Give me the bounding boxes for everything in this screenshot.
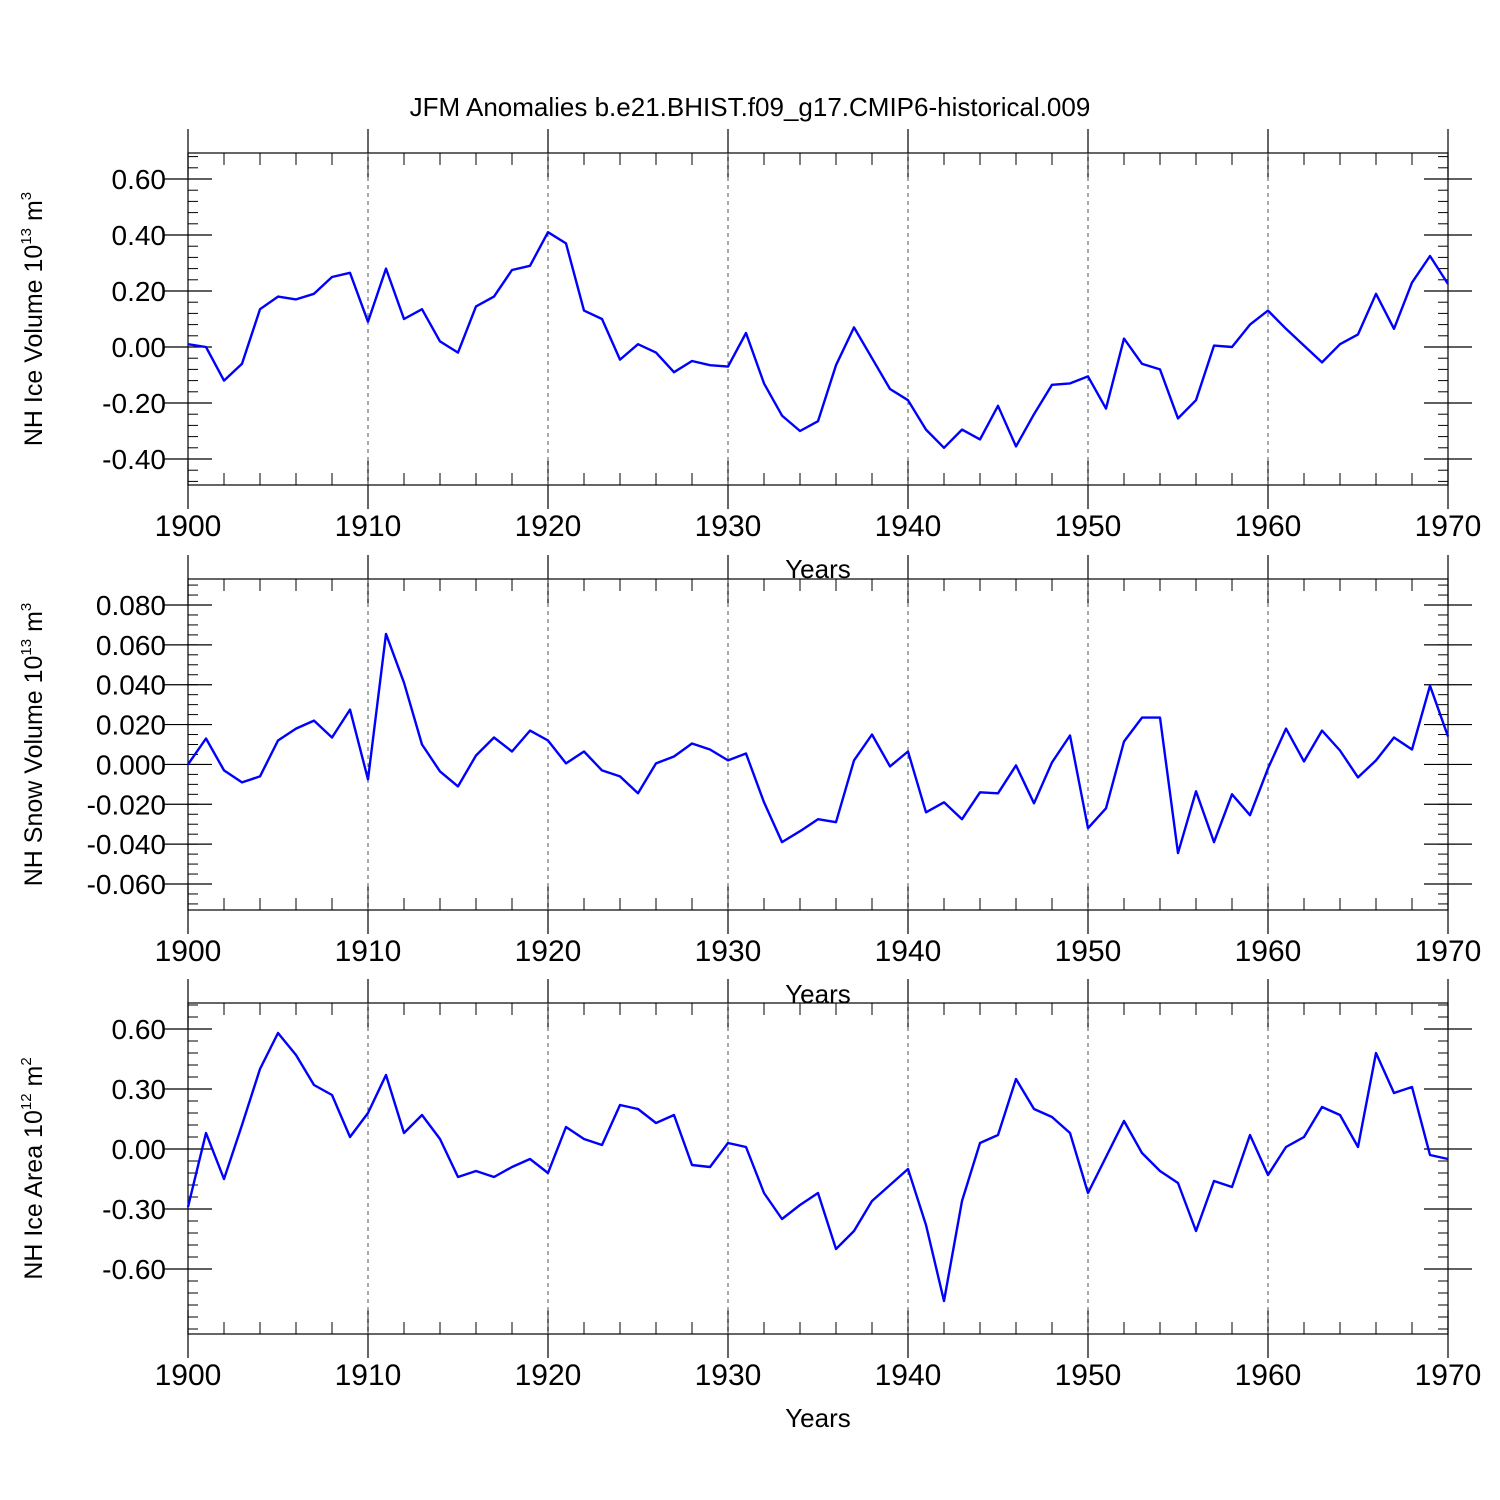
y-tick-label: 0.40 <box>112 220 167 251</box>
x-tick-label: 1960 <box>1235 1359 1302 1392</box>
x-axis-label: Years <box>785 979 851 1009</box>
plot-frame <box>187 1002 1449 1335</box>
panel-snow-volume: -0.060 -0.040 -0.020 0.000 0.020 0.040 0.060 0.… <box>18 555 1481 1009</box>
x-tick-label: 1910 <box>335 510 402 543</box>
x-tick-label: 1900 <box>155 1359 222 1392</box>
plot-frame <box>187 152 1449 486</box>
x-tick-label: 1970 <box>1415 510 1482 543</box>
y-tick-label: -0.40 <box>102 444 166 475</box>
series-line <box>186 1031 1449 1303</box>
y-tick-label: 0.60 <box>112 164 167 195</box>
x-tick-label: 1900 <box>155 510 222 543</box>
y-tick-label: 0.080 <box>96 590 166 621</box>
x-tick-label: 1920 <box>515 510 582 543</box>
x-tick-label: 1930 <box>695 510 762 543</box>
x-tick-label: 1940 <box>875 510 942 543</box>
x-tick-label: 1930 <box>695 935 762 968</box>
plot-frame <box>187 578 1449 911</box>
y-tick-label: -0.020 <box>87 789 166 820</box>
series-line <box>187 230 1450 449</box>
y-tick-label: 0.060 <box>96 630 166 661</box>
x-tick-label: 1970 <box>1415 1359 1482 1392</box>
series-line <box>187 632 1450 855</box>
x-tick-label: 1950 <box>1055 1359 1122 1392</box>
x-tick-label: 1930 <box>695 1359 762 1392</box>
y-tick-label: -0.60 <box>102 1254 166 1285</box>
x-tick-label: 1920 <box>515 935 582 968</box>
y-axis-label: NH Ice Area 1012 m2 <box>18 1057 48 1279</box>
y-tick-label: 0.60 <box>112 1014 167 1045</box>
y-axis-label: NH Snow Volume 1013 m3 <box>18 603 48 887</box>
x-tick-label: 1960 <box>1235 935 1302 968</box>
y-tick-label: 0.30 <box>112 1074 167 1105</box>
y-tick-label: -0.060 <box>87 869 166 900</box>
x-tick-label: 1900 <box>155 935 222 968</box>
y-tick-label: -0.30 <box>102 1194 166 1225</box>
y-tick-label: 0.000 <box>96 749 166 780</box>
x-tick-label: 1940 <box>875 935 942 968</box>
x-tick-label: 1940 <box>875 1359 942 1392</box>
y-tick-label: 0.20 <box>112 276 167 307</box>
y-axis-label: NH Ice Volume 1013 m3 <box>18 192 48 446</box>
y-tick-label: 0.00 <box>112 332 167 363</box>
y-tick-label: 0.040 <box>96 670 166 701</box>
x-tick-label: 1910 <box>335 935 402 968</box>
x-tick-label: 1950 <box>1055 510 1122 543</box>
x-tick-label: 1950 <box>1055 935 1122 968</box>
panel-ice-volume: -0.40 -0.20 0.00 0.20 0.40 0.60 1900 1910 1920 19… <box>18 129 1481 584</box>
panel-ice-area: -0.60 -0.30 0.00 0.30 0.60 1900 1910 1920 1930 19… <box>18 979 1481 1433</box>
y-tick-label: -0.20 <box>102 388 166 419</box>
x-tick-label: 1960 <box>1235 510 1302 543</box>
x-tick-label: 1910 <box>335 1359 402 1392</box>
y-tick-label: -0.040 <box>87 829 166 860</box>
figure-title: JFM Anomalies b.e21.BHIST.f09_g17.CMIP6-… <box>410 92 1091 122</box>
y-tick-label: 0.00 <box>112 1134 167 1165</box>
x-tick-label: 1970 <box>1415 935 1482 968</box>
y-tick-label: 0.020 <box>96 710 166 741</box>
x-tick-label: 1920 <box>515 1359 582 1392</box>
x-axis-label: Years <box>785 1403 851 1433</box>
